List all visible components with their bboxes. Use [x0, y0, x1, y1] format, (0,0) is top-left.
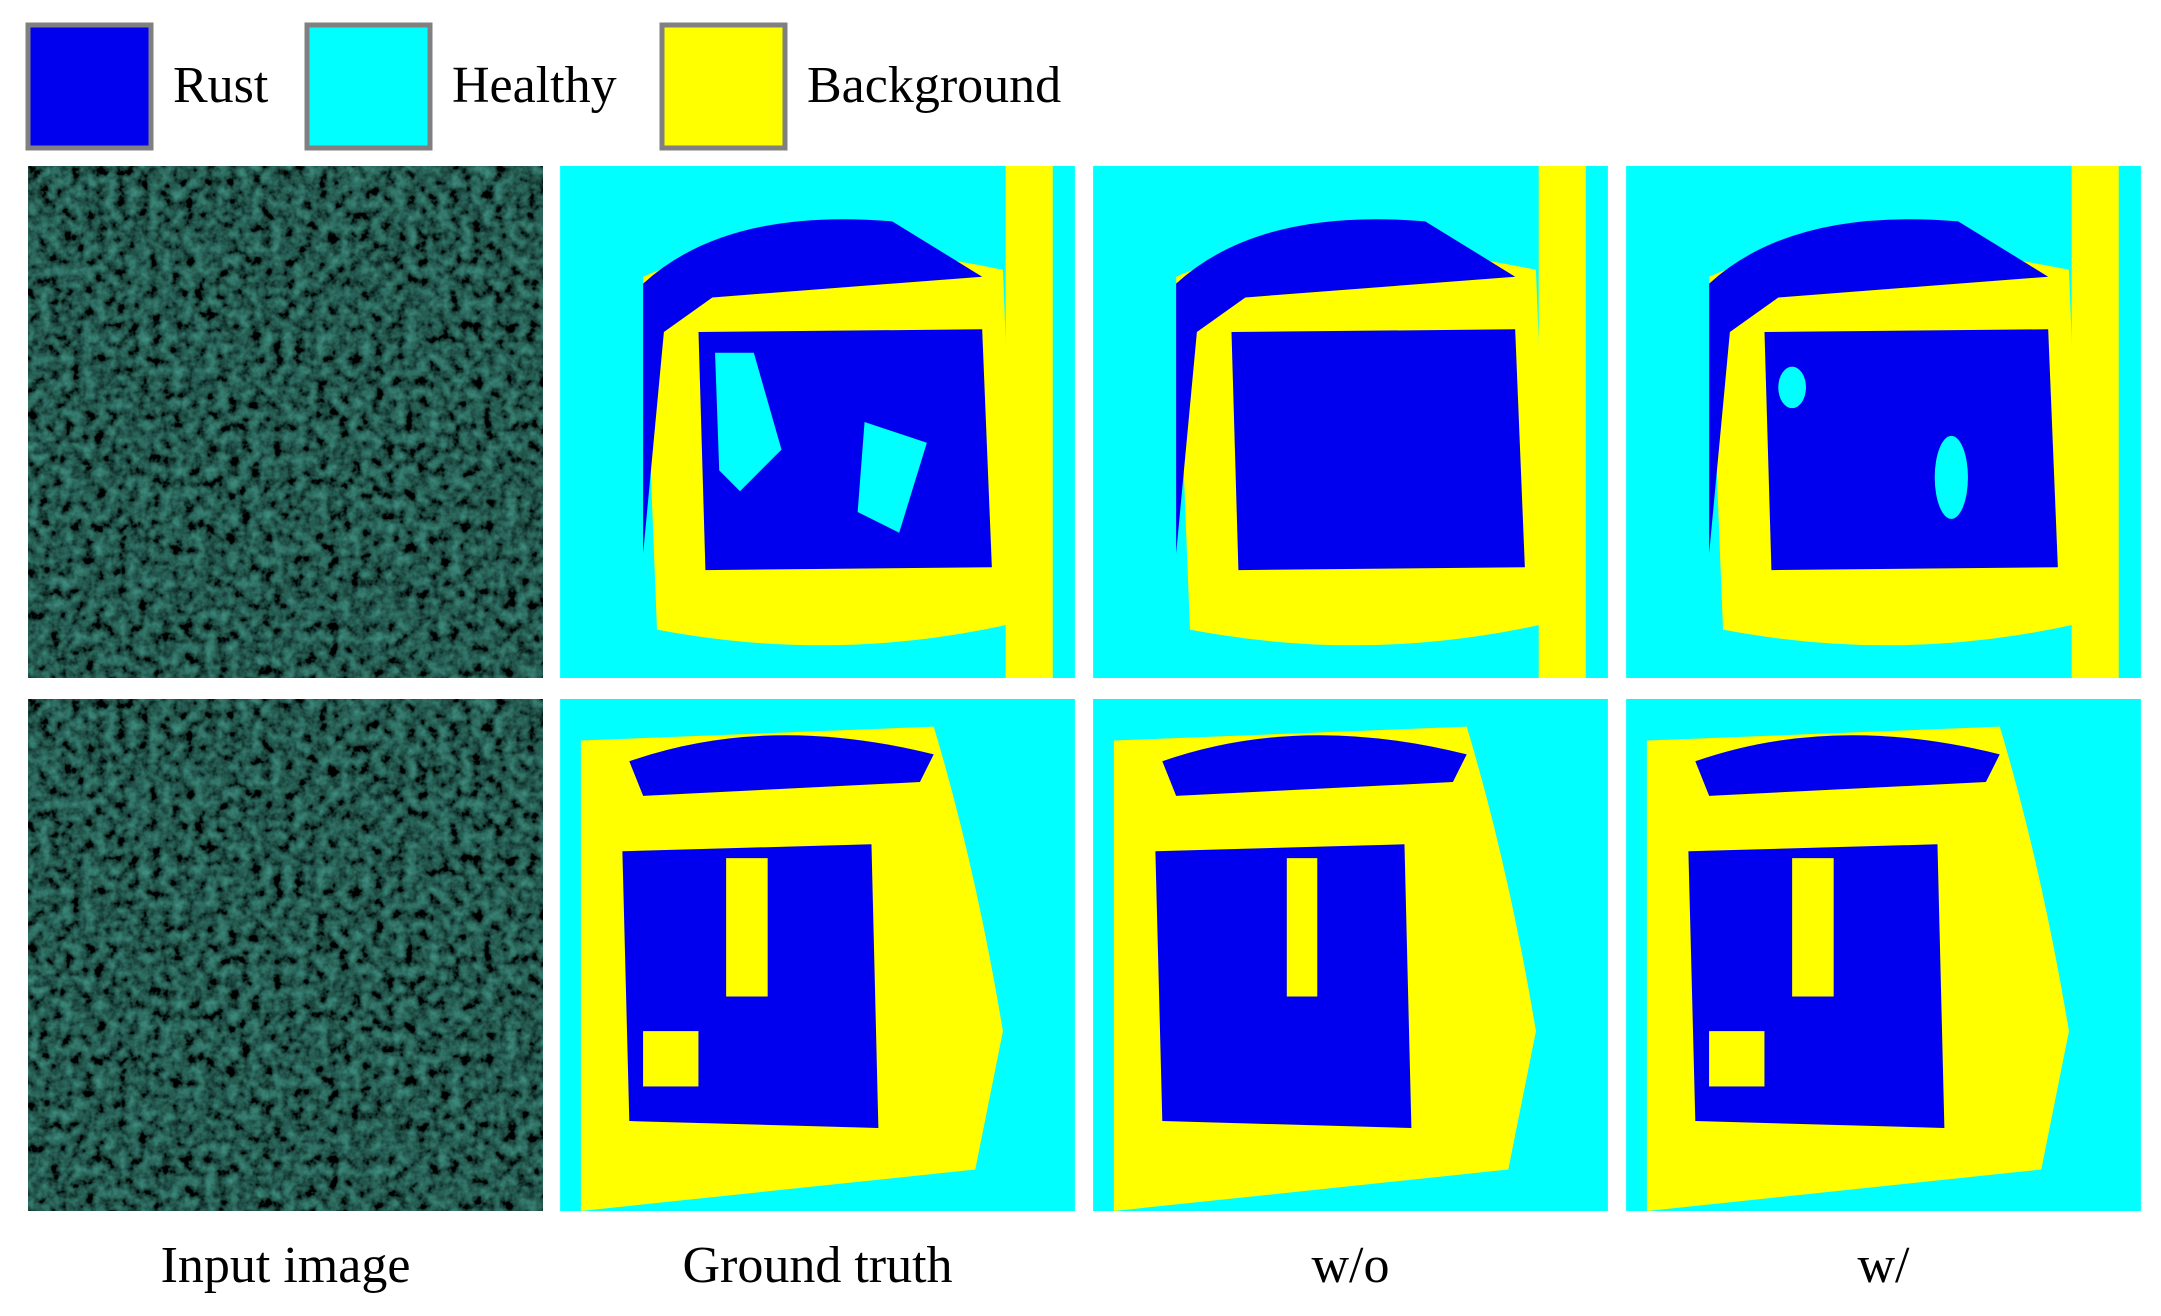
column-label: Input image: [161, 1237, 411, 1294]
legend-label: Healthy: [452, 57, 617, 114]
background-patch: [726, 858, 768, 997]
background-patch: [1709, 1031, 1765, 1087]
background-patch: [643, 1031, 699, 1087]
background-patch: [1792, 858, 1834, 997]
healthy-patch: [715, 352, 782, 492]
column-label: w/o: [1312, 1237, 1390, 1294]
segmentation-map: [560, 166, 1075, 678]
texture: [28, 699, 543, 1211]
texture: [28, 166, 543, 678]
segmentation-detail: [643, 858, 768, 1087]
segmentation-map: [1626, 699, 2141, 1211]
healthy-patch: [857, 422, 927, 533]
legend-label: Background: [807, 57, 1061, 114]
healthy-patch: [1778, 366, 1806, 409]
legend: Rust Healthy Background: [25, 22, 1061, 151]
column-labels: Input image Ground truth w/o w/: [161, 1237, 1910, 1294]
segmentation-detail: [1286, 858, 1318, 997]
segmentation-detail: [715, 352, 927, 533]
legend-label: Rust: [173, 57, 269, 114]
input-image: [28, 699, 543, 1211]
legend-swatch: [25, 22, 154, 151]
segmentation-detail: [1778, 366, 1968, 519]
segmentation-detail: [1709, 858, 1834, 1087]
segmentation-map: [1093, 166, 1608, 678]
segmentation-map: [1626, 166, 2141, 678]
legend-swatch: [659, 22, 788, 151]
panels: [28, 166, 2141, 1211]
column-label: w/: [1858, 1237, 1911, 1294]
healthy-patch: [1934, 435, 1968, 519]
column-label: Ground truth: [682, 1237, 952, 1294]
input-image: [28, 166, 543, 678]
segmentation-map: [1093, 699, 1608, 1211]
background-patch: [1286, 858, 1318, 997]
segmentation-map: [560, 699, 1075, 1211]
legend-swatch: [304, 22, 433, 151]
